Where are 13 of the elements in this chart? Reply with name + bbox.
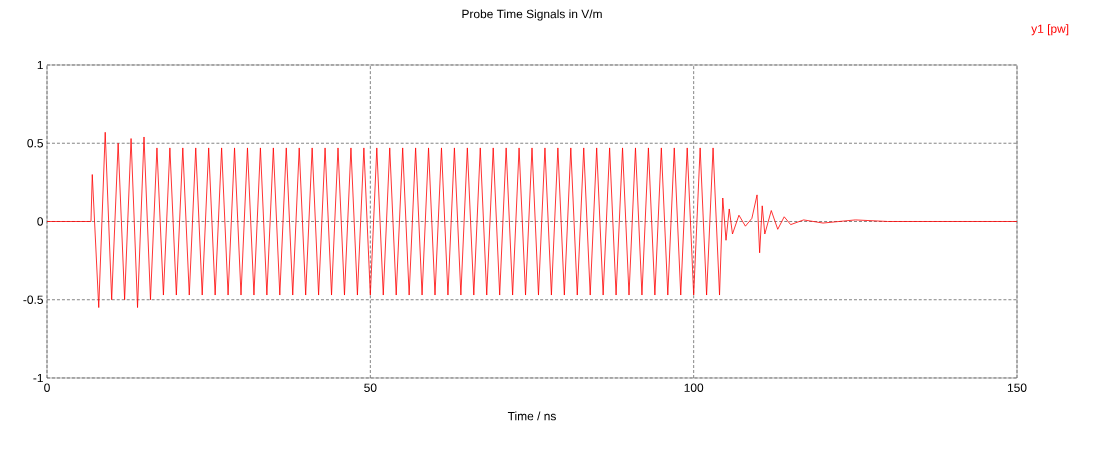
x-tick-label: 100 — [684, 383, 704, 392]
text: y1 [pw] — [1031, 24, 1069, 36]
line-series — [47, 131, 1018, 308]
y-tick-label: 0 — [37, 217, 44, 226]
x-tick-label: 0 — [44, 383, 50, 392]
y-tick-label: -1 — [33, 373, 43, 383]
y-tick-label: 0.5 — [27, 139, 43, 148]
x-tick-label: 150 — [1007, 383, 1027, 392]
x-axis-title: Time / ns — [507, 411, 556, 421]
chart-title: Probe Time Signals in V/m — [462, 9, 602, 21]
x-tick-label: 50 — [364, 383, 377, 392]
y-tick-label: -0.5 — [23, 295, 43, 304]
y-tick-label: 1 — [37, 60, 43, 70]
